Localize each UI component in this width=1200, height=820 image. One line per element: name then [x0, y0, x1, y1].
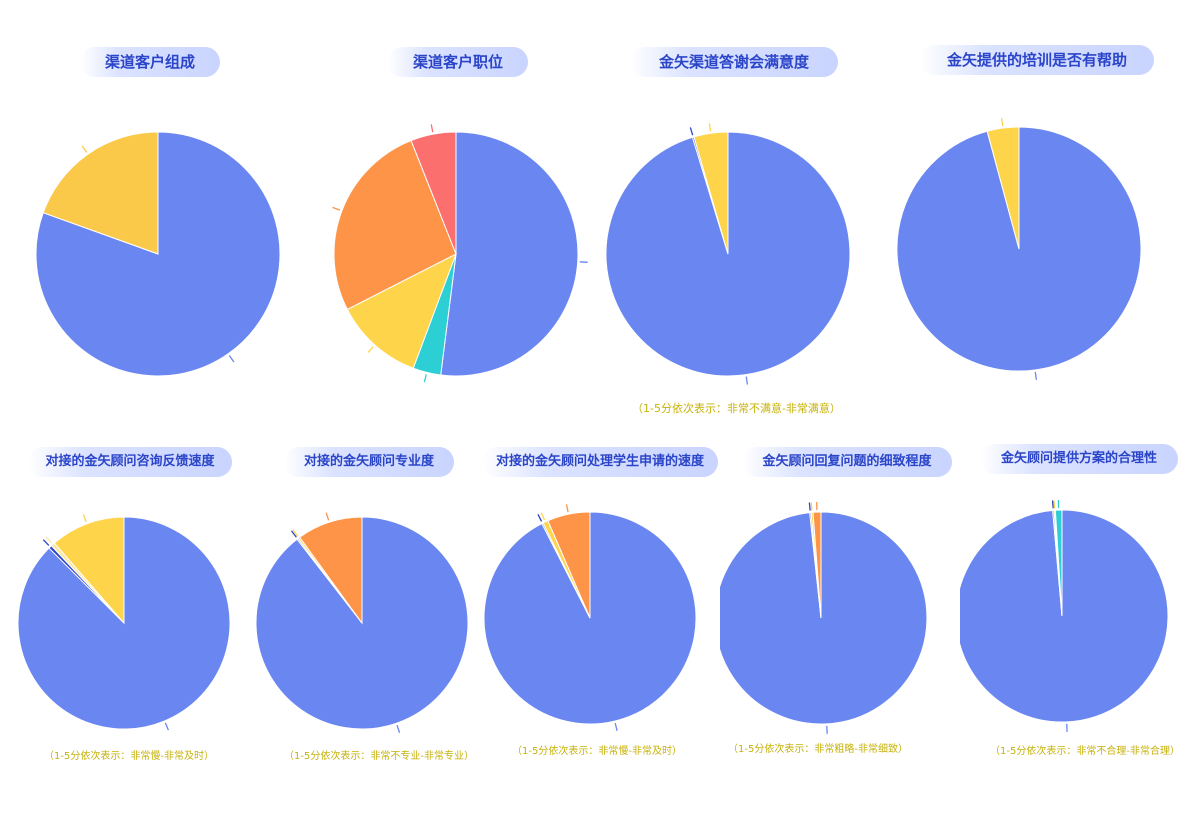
- label-leader-line: [228, 355, 235, 363]
- label-leader-line: [537, 514, 543, 522]
- pie-slice[interactable]: [1054, 509, 1063, 617]
- label-leader-line: [540, 512, 546, 521]
- chart-title: 金矢提供的培训是否有帮助: [920, 45, 1154, 75]
- scale-note: （1-5分依次表示：非常不合理-非常合理）: [990, 746, 1180, 757]
- chart-title: 渠道客户职位: [388, 47, 528, 77]
- pie-slice[interactable]: [333, 139, 457, 311]
- chart-title: 对接的金矢顾问处理学生申请的速度: [482, 447, 718, 477]
- pie-slice[interactable]: [693, 131, 729, 255]
- pie-chart: [17, 514, 231, 731]
- label-leader-line: [430, 124, 434, 133]
- label-leader-line: [689, 127, 694, 136]
- pie-chart: [605, 123, 851, 385]
- scale-note: （1-5分依次表示：非常不满意-非常满意）: [632, 402, 841, 415]
- label-leader-line: [708, 123, 712, 132]
- label-leader-line: [565, 504, 569, 513]
- pie-chart: [483, 504, 697, 731]
- pie-slice[interactable]: [812, 511, 822, 619]
- chart-7: 对接的金矢顾问处理学生申请的速度 （1-5分依次表示：非常慢-非常及时）: [480, 420, 720, 820]
- label-leader-line: [292, 529, 299, 537]
- pie-chart: [896, 118, 1142, 380]
- label-leader-line: [1053, 500, 1056, 509]
- scale-note: （1-5分依次表示：非常不专业-非常专业）: [284, 751, 474, 762]
- label-leader-line: [810, 502, 813, 511]
- label-leader-line: [81, 145, 88, 153]
- label-leader-line: [325, 512, 330, 521]
- pie-slice[interactable]: [53, 516, 125, 625]
- chart-2: 渠道客户职位: [310, 0, 600, 420]
- label-leader-line: [1034, 371, 1038, 380]
- pie-chart: [332, 124, 588, 383]
- chart-title: 渠道客户组成: [80, 47, 220, 77]
- label-leader-line: [745, 376, 749, 385]
- pie-chart: [960, 500, 1169, 732]
- chart-title: 金矢渠道答谢会满意度: [630, 47, 838, 77]
- pie-slice[interactable]: [960, 509, 1169, 723]
- pie-slice[interactable]: [720, 511, 928, 725]
- label-leader-line: [290, 530, 297, 538]
- label-leader-line: [396, 724, 401, 733]
- pie-slice[interactable]: [547, 511, 591, 619]
- pie-slice[interactable]: [440, 131, 579, 377]
- chart-3: 金矢渠道答谢会满意度 （1-5分依次表示：非常不满意-非常满意）: [600, 0, 880, 420]
- pie-slice[interactable]: [42, 131, 159, 255]
- scale-note: （1-5分依次表示：非常慢-非常及时）: [512, 746, 682, 757]
- pie-chart: [35, 131, 281, 377]
- label-leader-line: [1000, 118, 1004, 127]
- chart-title: 金矢顾问回复问题的细致程度: [742, 447, 952, 477]
- chart-5: 对接的金矢顾问咨询反馈速度 （1-5分依次表示：非常慢-非常及时）: [0, 420, 240, 820]
- chart-4: 金矢提供的培训是否有帮助: [880, 0, 1200, 420]
- chart-9: 金矢顾问提供方案的合理性 （1-5分依次表示：非常不合理-非常合理）: [960, 420, 1200, 820]
- pie-slice[interactable]: [410, 131, 457, 255]
- label-leader-line: [367, 346, 374, 353]
- chart-title: 对接的金矢顾问咨询反馈速度: [28, 447, 232, 477]
- label-leader-line: [332, 206, 341, 211]
- chart-title: 对接的金矢顾问专业度: [284, 447, 454, 477]
- chart-6: 对接的金矢顾问专业度 （1-5分依次表示：非常不专业-非常专业）: [240, 420, 480, 820]
- label-leader-line: [45, 536, 53, 544]
- label-leader-line: [42, 539, 50, 546]
- label-leader-line: [164, 722, 169, 731]
- label-leader-line: [614, 722, 618, 731]
- scale-note: （1-5分依次表示：非常慢-非常及时）: [44, 751, 214, 762]
- pie-slice[interactable]: [986, 126, 1020, 250]
- pie-slice[interactable]: [298, 516, 363, 625]
- label-leader-line: [423, 374, 427, 383]
- pie-chart: [720, 502, 928, 734]
- chart-title: 金矢顾问提供方案的合理性: [980, 444, 1178, 474]
- label-leader-line: [82, 514, 87, 523]
- pie-slice[interactable]: [346, 252, 457, 369]
- chart-8: 金矢顾问回复问题的细致程度 （1-5分依次表示：非常粗略-非常细致）: [720, 420, 960, 820]
- scale-note: （1-5分依次表示：非常粗略-非常细致）: [728, 744, 908, 755]
- label-leader-line: [1051, 500, 1054, 509]
- label-leader-line: [579, 261, 588, 263]
- label-leader-line: [808, 502, 811, 511]
- chart-1: 渠道客户组成: [0, 0, 310, 420]
- pie-chart: [255, 512, 469, 733]
